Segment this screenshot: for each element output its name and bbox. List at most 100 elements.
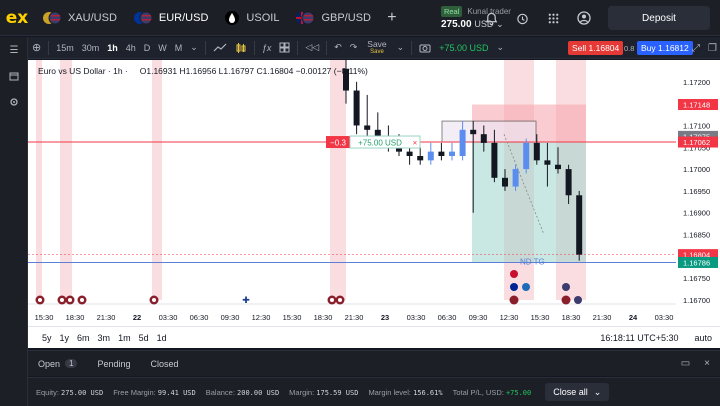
tab-label: USOIL — [246, 11, 280, 24]
tab-open-label: Open — [38, 358, 61, 369]
gbp-usd-flag-icon — [295, 10, 315, 26]
account-type-badge: Real — [440, 5, 463, 17]
price-level-label: 1.16700 — [683, 296, 710, 305]
position-qty: −0.3 — [330, 139, 346, 148]
layout-grid-icon[interactable] — [275, 37, 294, 59]
price-tag-bg — [678, 136, 718, 148]
restore-window-icon[interactable]: ❐ — [708, 42, 717, 54]
fullscreen-icon[interactable]: ⤢ — [692, 42, 700, 54]
camera-icon[interactable] — [415, 37, 435, 59]
add-tab-button[interactable]: + — [387, 8, 397, 26]
account-balance: 275.00 — [440, 18, 472, 30]
tab-xauusd[interactable]: XAU/USD — [34, 0, 125, 36]
replay-icon[interactable]: ◁◁ — [305, 42, 320, 52]
menu-icon[interactable]: ☰ — [9, 44, 19, 56]
separator — [253, 40, 255, 55]
free-margin-value: 99.41 USD — [157, 388, 196, 397]
time-label: 06:30 — [190, 313, 209, 322]
save-button[interactable]: Save Save — [361, 39, 392, 56]
chevron-down-icon[interactable]: ⌄ — [396, 42, 405, 52]
chevron-down-icon[interactable]: ⌄ — [496, 42, 505, 52]
price-level-label: 1.16950 — [683, 187, 710, 196]
close-panel-icon[interactable]: × — [704, 358, 710, 369]
candle-body — [396, 147, 402, 152]
candle-body — [555, 164, 561, 170]
time-label: 23 — [381, 313, 389, 322]
chevron-down-icon[interactable]: ⌄ — [190, 42, 198, 52]
time-label: 09:30 — [221, 313, 240, 322]
bell-icon[interactable] — [484, 11, 498, 25]
chart-canvas[interactable]: −0.3+75.00 USD×ND TG1.172001.171501.1710… — [28, 60, 720, 326]
account-selector[interactable]: Real Kunal trader 275.00 USD ⌄ — [440, 0, 511, 36]
range-1y[interactable]: 1y — [59, 332, 70, 343]
price-tag-bg — [678, 256, 718, 268]
price-level-label: 1.16850 — [683, 231, 710, 240]
timeframe-15m[interactable]: 15m — [56, 42, 74, 53]
eur-usd-flag-icon — [133, 10, 153, 26]
timeframe-d[interactable]: D — [143, 42, 151, 53]
time-label: 12:30 — [500, 313, 519, 322]
range-5y[interactable]: 5y — [42, 332, 52, 343]
range-3m[interactable]: 3m — [97, 332, 111, 343]
tab-open[interactable]: Open 1 — [28, 359, 87, 369]
timeframe-30m[interactable]: 30m — [81, 42, 100, 53]
scale-auto-button[interactable]: auto — [694, 332, 712, 343]
user-profile-icon[interactable] — [577, 11, 591, 25]
candle-body — [427, 151, 434, 161]
event-marker-dot — [330, 298, 334, 302]
tp-label: ND TG — [520, 257, 545, 266]
buy-button[interactable]: Buy 1.16812 — [637, 41, 693, 55]
balance-value: 200.00 USD — [237, 388, 280, 397]
positions-tabs: Open 1 Pending Closed ▭ × — [28, 350, 720, 376]
timeframe-1h[interactable]: 1h — [107, 42, 118, 53]
line-chart-icon[interactable] — [209, 37, 231, 59]
settings-gear-icon[interactable] — [0, 89, 28, 115]
session-band — [36, 60, 42, 300]
price-tag-bg — [678, 99, 718, 111]
close-all-button[interactable]: Close all ⌄ — [545, 383, 610, 401]
account-name: Kunal trader — [467, 6, 511, 16]
price-tag: 1.16786 — [683, 258, 710, 267]
range-6m[interactable]: 6m — [77, 332, 90, 343]
add-indicator-icon[interactable]: ⊕ — [32, 42, 42, 54]
timeframe-w[interactable]: W — [158, 42, 167, 53]
range-1m[interactable]: 1m — [118, 332, 131, 343]
candle-body — [576, 195, 583, 255]
toolbar-pnl: +75.00 USD — [439, 42, 489, 53]
calendar-icon[interactable] — [0, 63, 28, 89]
candle-body — [491, 142, 498, 178]
exness-logo[interactable]: ex — [5, 7, 29, 28]
range-5d[interactable]: 5d — [138, 332, 149, 343]
candle-body — [406, 151, 413, 156]
left-sidebar: ☰ — [0, 37, 28, 406]
candle-body — [353, 90, 360, 126]
tab-usoil[interactable]: USOIL — [216, 0, 287, 36]
alarm-clock-icon[interactable] — [515, 11, 529, 25]
spread-value: 0.8 — [624, 43, 635, 53]
separator — [48, 40, 50, 55]
tab-eurusd[interactable]: EUR/USD — [125, 0, 217, 36]
indicators-icon[interactable]: ƒx — [261, 42, 272, 53]
deposit-button[interactable]: Deposit — [608, 6, 710, 30]
range-1d[interactable]: 1d — [156, 332, 167, 343]
candles-icon[interactable] — [231, 37, 251, 59]
timeframe-4h[interactable]: 4h — [125, 42, 136, 53]
tab-pending[interactable]: Pending — [97, 358, 131, 369]
price-chart[interactable]: −0.3+75.00 USD×ND TG1.172001.171501.1710… — [28, 60, 720, 326]
sell-button[interactable]: Sell 1.16804 — [568, 41, 624, 55]
tab-label: XAU/USD — [68, 11, 117, 24]
timeframe-m[interactable]: M — [174, 42, 183, 53]
fr-event-icon — [510, 283, 518, 291]
candle-body — [502, 177, 508, 187]
candle-body — [512, 169, 519, 187]
time-label: 22 — [133, 313, 141, 322]
redo-icon[interactable]: ↷ — [349, 42, 358, 52]
time-label: 15:30 — [35, 313, 54, 322]
tab-gbpusd[interactable]: GBP/USD — [287, 0, 379, 36]
apps-grid-icon[interactable] — [546, 11, 560, 25]
time-label: 15:30 — [283, 313, 302, 322]
top-bar: ex XAU/USD EUR/USD USOIL GBP/USD + Real … — [0, 0, 720, 36]
undo-icon[interactable]: ↶ — [334, 42, 342, 52]
expand-panel-icon[interactable]: ▭ — [680, 358, 691, 369]
tab-closed[interactable]: Closed — [150, 358, 179, 369]
